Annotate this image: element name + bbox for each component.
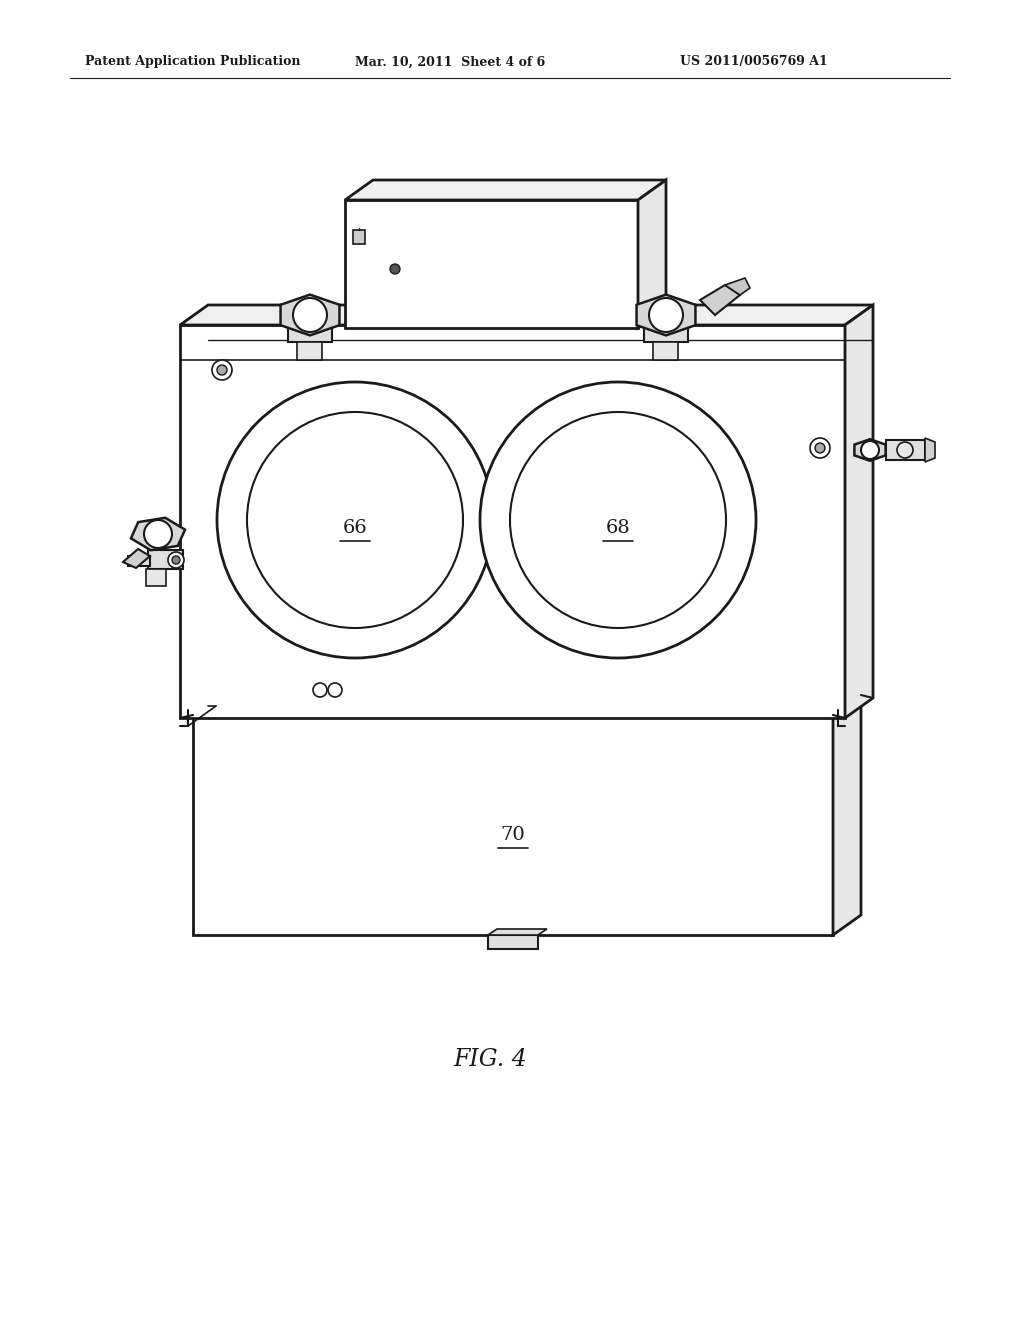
Text: 66: 66 [343, 519, 368, 537]
Polygon shape [638, 180, 666, 327]
Circle shape [293, 298, 327, 333]
Polygon shape [180, 325, 845, 718]
Circle shape [168, 552, 184, 568]
Polygon shape [845, 305, 873, 718]
Polygon shape [637, 294, 695, 335]
Circle shape [217, 366, 227, 375]
Circle shape [649, 298, 683, 333]
Polygon shape [123, 549, 150, 568]
Circle shape [897, 442, 913, 458]
Circle shape [212, 360, 232, 380]
Polygon shape [725, 279, 750, 294]
Circle shape [810, 438, 830, 458]
Circle shape [247, 412, 463, 628]
Circle shape [815, 444, 825, 453]
Text: Patent Application Publication: Patent Application Publication [85, 55, 300, 69]
Polygon shape [146, 569, 166, 586]
Polygon shape [148, 550, 183, 569]
Circle shape [328, 682, 342, 697]
Circle shape [510, 412, 726, 628]
Bar [353, 230, 365, 244]
Polygon shape [488, 929, 547, 935]
Polygon shape [653, 342, 678, 360]
Circle shape [172, 556, 180, 564]
Polygon shape [345, 180, 666, 201]
Polygon shape [345, 201, 638, 327]
Polygon shape [925, 438, 935, 462]
Polygon shape [180, 305, 873, 325]
Polygon shape [644, 327, 688, 342]
Polygon shape [833, 696, 861, 935]
Circle shape [313, 682, 327, 697]
Polygon shape [886, 440, 925, 459]
Text: 68: 68 [605, 519, 631, 537]
Bar [488, 935, 538, 949]
Polygon shape [854, 440, 886, 461]
Text: US 2011/0056769 A1: US 2011/0056769 A1 [680, 55, 827, 69]
Circle shape [390, 264, 400, 275]
Circle shape [144, 520, 172, 548]
Text: FIG. 4: FIG. 4 [454, 1048, 527, 1072]
Polygon shape [700, 285, 740, 315]
Text: 70: 70 [501, 826, 525, 843]
Polygon shape [297, 342, 322, 360]
Polygon shape [131, 517, 185, 550]
Circle shape [480, 381, 756, 657]
Circle shape [217, 381, 493, 657]
Polygon shape [281, 294, 339, 335]
Text: Mar. 10, 2011  Sheet 4 of 6: Mar. 10, 2011 Sheet 4 of 6 [355, 55, 545, 69]
Circle shape [861, 441, 879, 459]
Polygon shape [193, 696, 861, 715]
Polygon shape [288, 327, 332, 342]
Polygon shape [193, 715, 833, 935]
Polygon shape [128, 556, 150, 566]
